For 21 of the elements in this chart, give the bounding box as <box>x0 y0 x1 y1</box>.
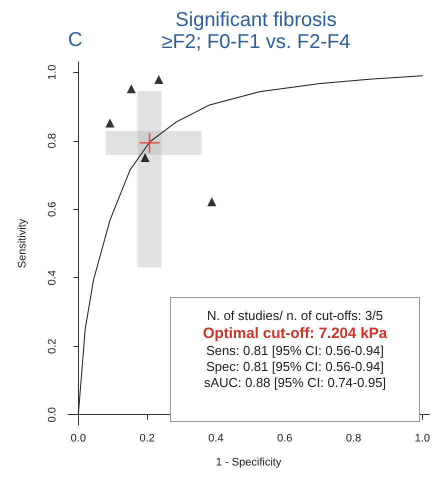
y-tick-label: 0.2 <box>46 338 58 354</box>
chart-title: Significant fibrosis ≥F2; F0-F1 vs. F2-F4 <box>162 9 350 53</box>
y-tick-label: 0.8 <box>46 133 58 148</box>
y-tick-label: 0.0 <box>46 407 58 422</box>
x-tick-label: 0.8 <box>346 432 362 444</box>
y-axis-title: Sensitivity <box>16 218 28 268</box>
annotation: sAUC: 0.88 [95% CI: 0.74-0.95] <box>202 375 388 391</box>
annotation: Sens: 0.81 [95% CI: 0.56-0.94] <box>205 343 385 359</box>
x-tick-label: 0.4 <box>208 432 224 444</box>
y-tick-label: 0.6 <box>46 202 58 217</box>
y-tick-label: 1.0 <box>46 64 58 80</box>
annotation: Optimal cut-off: 7.204 kPa <box>202 324 388 343</box>
x-tick-label: 0.0 <box>70 432 86 444</box>
x-tick-label: 1.0 <box>414 432 430 444</box>
x-axis-title: 1 - Specificity <box>216 456 282 468</box>
text: C <box>68 29 82 51</box>
x-tick-label: 0.2 <box>139 432 155 444</box>
annotation: Spec: 0.81 [95% CI: 0.56-0.94] <box>205 359 385 375</box>
annotation: N. of studies/ n. of cut-offs: 3/5 <box>206 308 384 324</box>
x-tick-label: 0.6 <box>277 432 292 444</box>
y-tick-label: 0.4 <box>46 270 58 286</box>
